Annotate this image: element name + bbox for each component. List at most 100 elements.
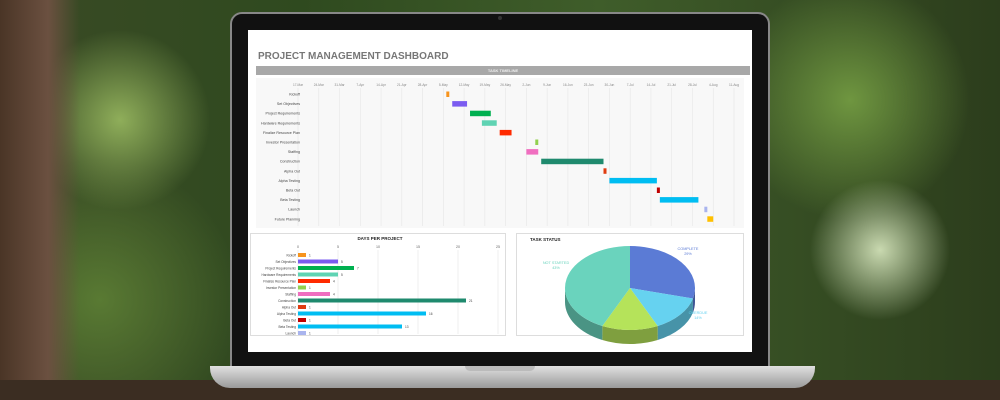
bar: [298, 311, 426, 316]
bar-value-label: 4: [333, 292, 335, 296]
gantt-task-label: Beta Out: [286, 189, 300, 193]
bar: [298, 324, 402, 329]
bar-value-label: 13: [405, 325, 409, 329]
gantt-bar: [659, 197, 699, 203]
bar-category-label: Beta Out: [283, 318, 296, 322]
bar: [298, 272, 338, 277]
pie-slice: [602, 288, 658, 330]
bar-value-label: 1: [309, 318, 311, 322]
gantt-tick-label: 28-Jul: [688, 83, 697, 87]
webcam: [498, 16, 502, 20]
gantt-task-label: Set Objectives: [277, 102, 300, 106]
bar-category-label: Construction: [278, 299, 296, 303]
gantt-tick-label: 14-Apr: [376, 83, 387, 87]
laptop-notch: [465, 366, 535, 371]
bar-category-label: Hardware Requirements: [261, 273, 296, 277]
gantt-tick-label: 11-Aug: [729, 83, 739, 87]
bar-value-label: 21: [469, 299, 473, 303]
bar-value-label: 1: [309, 331, 311, 335]
bar: [298, 259, 338, 264]
pie-slice-side: [692, 288, 695, 313]
bar: [298, 292, 330, 296]
gantt-bar: [656, 187, 660, 193]
pie-slice-side: [657, 298, 693, 341]
bar-category-label: Investor Presentation: [266, 286, 296, 290]
gantt-task-label: Finalize Resource Plan: [263, 131, 300, 135]
gantt-bar: [526, 149, 539, 155]
gantt-bar: [707, 216, 714, 222]
bar-value-label: 1: [309, 305, 311, 309]
bar-tick-label: 10: [376, 245, 380, 249]
gantt-tick-label: 26-May: [500, 83, 511, 87]
bar-category-label: Beta Testing: [279, 325, 297, 329]
gantt-task-label: Alpha Out: [284, 169, 300, 173]
pie-slice-label: NOT STARTED: [543, 261, 570, 265]
bar-tick-label: 15: [416, 245, 420, 249]
gantt-task-label: Future Planning: [275, 217, 300, 221]
bar: [298, 298, 466, 303]
gantt-tick-label: 21-Apr: [397, 83, 408, 87]
gantt-bar: [541, 158, 604, 165]
gantt-bar: [499, 129, 512, 136]
bar-tick-label: 20: [456, 245, 460, 249]
bar-category-label: Staffing: [285, 292, 296, 296]
gantt-bar: [603, 168, 607, 174]
pie-chart-title: TASK STATUS: [530, 237, 561, 242]
bar: [298, 305, 306, 309]
gantt-task-label: Staffing: [288, 150, 300, 154]
gantt-task-label: Kickoff: [289, 93, 300, 97]
pie-slice: [630, 246, 695, 299]
gantt-task-label: Construction: [280, 160, 300, 164]
pie-slice-value: 14%: [694, 316, 702, 320]
bar-chart-title: DAYS PER PROJECT: [357, 236, 402, 241]
gantt-tick-label: 12-May: [459, 83, 470, 87]
gantt-tick-label: 24-Mar: [314, 83, 325, 87]
gantt-tick-label: 7-Jul: [627, 83, 634, 87]
gantt-bar: [470, 110, 491, 117]
gantt-tick-label: 7-Apr: [356, 83, 365, 87]
bar-category-label: Launch: [286, 331, 297, 335]
gantt-task-label: Launch: [288, 208, 300, 212]
bar-category-label: Alpha Testing: [277, 312, 296, 316]
gantt-tick-label: 17-Mar: [293, 83, 304, 87]
bar-value-label: 5: [341, 273, 343, 277]
bar: [298, 318, 306, 322]
gantt-task-label: Project Requirements: [265, 112, 300, 116]
bar: [298, 266, 354, 270]
gantt-tick-label: 30-Jun: [605, 83, 615, 87]
bar-category-label: Project Requirements: [265, 266, 296, 270]
bar-tick-label: 5: [337, 245, 339, 249]
bar-value-label: 5: [341, 260, 343, 264]
gantt-task-label: Investor Presentation: [266, 141, 300, 145]
bar-category-label: Kickoff: [286, 253, 296, 257]
bar-category-label: Alpha Out: [282, 305, 296, 309]
bar-value-label: 7: [357, 266, 359, 270]
pie-slice: [564, 246, 630, 327]
bar-value-label: 16: [429, 312, 433, 316]
dashboard-title: PROJECT MANAGEMENT DASHBOARD: [258, 51, 449, 62]
gantt-tick-label: 14-Jul: [647, 83, 656, 87]
gantt-tick-label: 16-Jun: [563, 83, 573, 87]
gantt-task-label: Hardware Requirements: [261, 121, 300, 125]
bar-value-label: 1: [309, 253, 311, 257]
gantt-tick-label: 9-Jun: [543, 83, 551, 87]
tree-trunk: [0, 0, 80, 400]
bar: [298, 331, 306, 335]
bar-value-label: 1: [309, 286, 311, 290]
gantt-bar: [452, 101, 468, 107]
gantt-task-label: Alpha Testing: [278, 179, 300, 183]
bar-value-label: 4: [333, 279, 335, 283]
pie-slice-side: [602, 326, 658, 344]
gantt-bar: [609, 177, 657, 184]
pie-slice-value: 43%: [552, 266, 560, 270]
pie-slice-value: 29%: [684, 252, 692, 256]
gantt-tick-label: 19-May: [480, 83, 491, 87]
bar-tick-label: 25: [496, 245, 500, 249]
gantt-tick-label: 2-Jun: [522, 83, 530, 87]
gantt-tick-label: 23-Jun: [584, 83, 594, 87]
bar: [298, 285, 306, 290]
bar-category-label: Finalize Resource Plan: [263, 279, 296, 283]
gantt-tick-label: 21-Jul: [667, 83, 676, 87]
gantt-bar: [481, 120, 497, 126]
